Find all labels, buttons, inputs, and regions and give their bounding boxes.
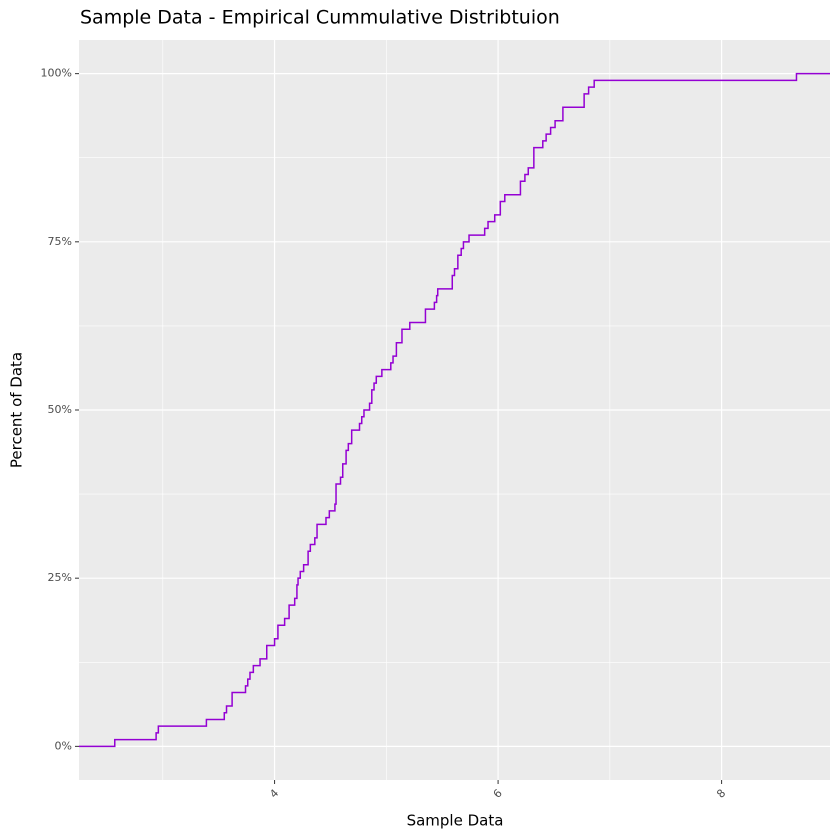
y-tick-label: 50% (48, 403, 72, 416)
x-axis-label: Sample Data (407, 812, 504, 830)
y-axis-label: Percent of Data (8, 352, 26, 468)
x-tick-label: 6 (491, 787, 505, 801)
x-tick-label: 8 (714, 787, 728, 801)
ecdf-line (79, 72, 830, 748)
chart-title: Sample Data - Empirical Cummulative Dist… (80, 7, 560, 29)
y-tick-label: 75% (48, 235, 72, 248)
y-tick-label: 0% (55, 739, 72, 752)
x-tick-label: 4 (267, 787, 281, 801)
y-tick-label: 25% (48, 571, 72, 584)
y-tick-label: 100% (41, 67, 72, 80)
